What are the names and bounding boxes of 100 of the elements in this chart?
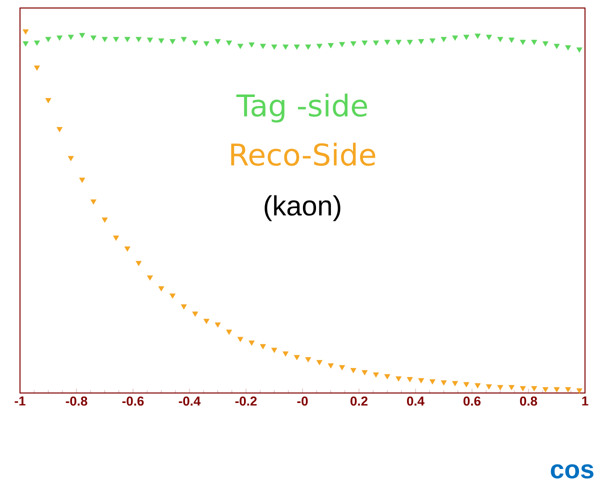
point	[204, 41, 210, 46]
point	[237, 44, 244, 50]
point	[170, 293, 176, 299]
point	[418, 39, 424, 44]
point	[339, 365, 346, 370]
point	[136, 260, 142, 266]
point	[463, 382, 470, 388]
point	[316, 360, 322, 366]
point	[576, 388, 582, 394]
point	[520, 40, 526, 46]
point	[45, 36, 52, 42]
point	[56, 127, 63, 132]
text: Reco-Side	[231, 142, 376, 166]
point	[180, 304, 187, 310]
point	[554, 387, 560, 392]
point	[34, 40, 40, 46]
point	[204, 318, 210, 324]
point	[158, 38, 164, 44]
point	[271, 348, 278, 353]
point	[158, 286, 164, 292]
point	[102, 218, 108, 223]
point	[486, 384, 492, 390]
point	[248, 340, 255, 346]
point	[147, 275, 153, 281]
point	[68, 156, 74, 162]
point	[113, 36, 120, 42]
point	[248, 42, 255, 48]
point	[350, 368, 356, 374]
point	[452, 381, 458, 386]
point	[124, 36, 130, 42]
point	[362, 40, 368, 46]
point	[45, 98, 52, 104]
point	[406, 40, 413, 46]
point	[396, 40, 402, 46]
point	[136, 36, 142, 42]
point	[440, 36, 447, 42]
point	[542, 387, 548, 392]
point	[474, 34, 481, 39]
x-tick-label: -1	[14, 396, 26, 406]
point	[429, 379, 436, 384]
point	[226, 330, 232, 335]
point	[396, 376, 402, 382]
point	[440, 380, 447, 386]
point	[22, 29, 29, 35]
point	[102, 36, 108, 42]
series-label: Tag -side	[236, 94, 367, 123]
point	[226, 40, 232, 46]
point	[237, 336, 244, 342]
point	[260, 344, 266, 350]
point	[418, 378, 424, 384]
point	[305, 44, 312, 50]
point	[497, 385, 504, 390]
point	[192, 40, 198, 46]
point	[282, 351, 289, 357]
point	[180, 36, 187, 42]
point	[565, 387, 572, 392]
point	[429, 38, 436, 44]
point	[406, 377, 413, 382]
point	[316, 44, 322, 50]
point	[508, 38, 515, 43]
point	[372, 372, 379, 378]
point	[576, 47, 582, 53]
point	[271, 44, 278, 50]
point	[90, 36, 96, 41]
point	[565, 45, 572, 50]
x-tick-label: 1	[582, 396, 588, 406]
point	[79, 32, 86, 38]
point	[328, 43, 334, 48]
x-tick-label: -0.8	[66, 396, 88, 406]
point	[350, 41, 356, 46]
x-tick-label: -0.4	[178, 396, 201, 406]
point	[113, 236, 120, 241]
point	[22, 41, 29, 46]
point	[474, 383, 481, 388]
x-tick-label: 0.4	[407, 396, 424, 406]
point	[90, 199, 96, 205]
point	[260, 44, 266, 50]
point	[452, 36, 458, 41]
x-tick-label: -0.6	[122, 396, 144, 406]
point	[384, 40, 390, 46]
point	[294, 44, 300, 50]
x-tick-label: 0.6	[464, 396, 481, 406]
point	[508, 385, 515, 390]
point	[282, 44, 289, 50]
point	[497, 36, 504, 42]
x-tick-label: -0	[297, 396, 308, 406]
point	[554, 44, 560, 50]
point	[486, 34, 492, 40]
x-tick-label: 0.8	[520, 396, 538, 406]
point	[34, 66, 40, 71]
point	[542, 41, 548, 46]
point	[339, 42, 346, 48]
x-tick-label: -0.2	[235, 396, 257, 406]
point	[531, 386, 538, 392]
point	[79, 178, 86, 183]
point	[520, 386, 526, 392]
x-tick-label: 0.2	[350, 396, 368, 406]
point	[531, 40, 538, 46]
point	[56, 36, 63, 41]
point	[214, 322, 221, 328]
